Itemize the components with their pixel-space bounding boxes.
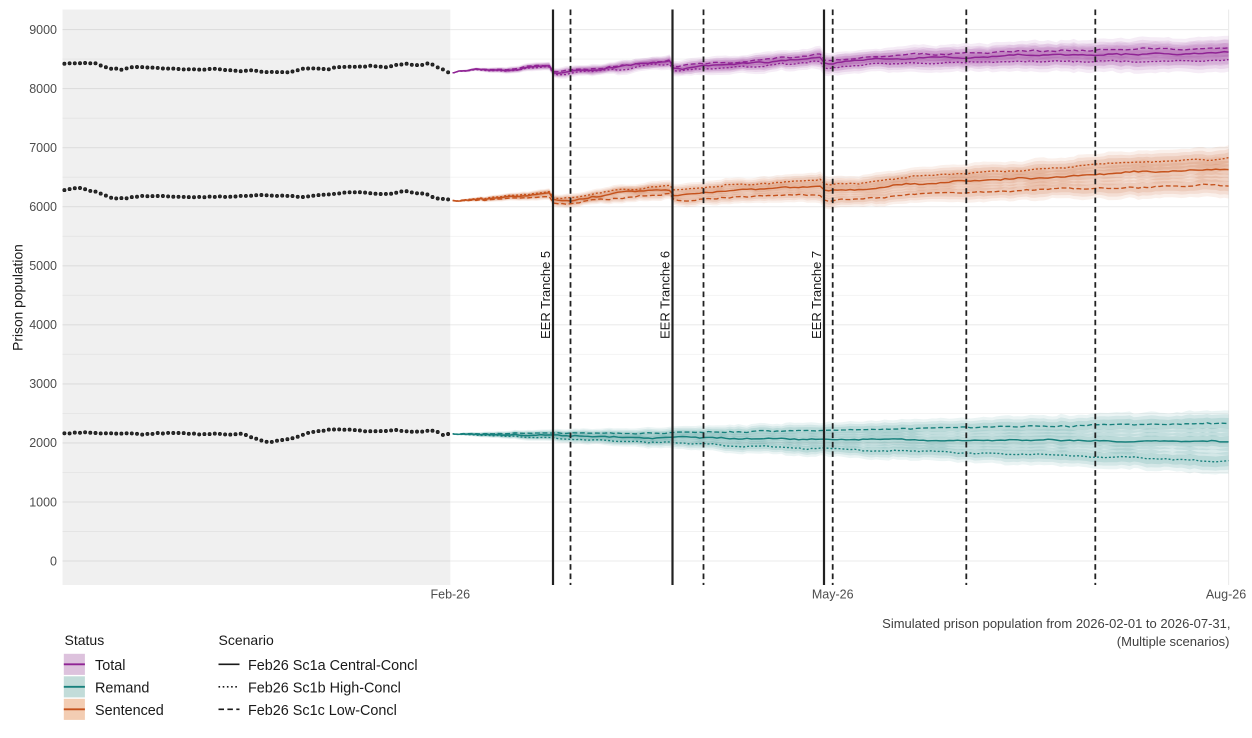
svg-text:4000: 4000 <box>29 318 57 332</box>
svg-text:5000: 5000 <box>29 259 57 273</box>
svg-text:May-26: May-26 <box>812 588 854 602</box>
svg-text:8000: 8000 <box>29 82 57 96</box>
svg-text:0: 0 <box>50 554 57 568</box>
svg-text:2000: 2000 <box>29 436 57 450</box>
svg-text:Feb26 Sc1a Central-Concl: Feb26 Sc1a Central-Concl <box>248 658 418 674</box>
svg-text:6000: 6000 <box>29 200 57 214</box>
svg-text:Feb-26: Feb-26 <box>430 588 470 602</box>
svg-text:9000: 9000 <box>29 23 57 37</box>
svg-text:Status: Status <box>65 632 105 648</box>
svg-text:Feb26 Sc1b High-Concl: Feb26 Sc1b High-Concl <box>248 681 401 697</box>
svg-text:7000: 7000 <box>29 141 57 155</box>
svg-text:3000: 3000 <box>29 377 57 391</box>
svg-text:Scenario: Scenario <box>219 632 274 648</box>
svg-text:Aug-26: Aug-26 <box>1206 588 1246 602</box>
svg-text:EER Tranche 7: EER Tranche 7 <box>809 251 824 339</box>
svg-text:(Multiple scenarios): (Multiple scenarios) <box>1117 634 1230 649</box>
svg-text:Prison population: Prison population <box>11 244 26 351</box>
svg-text:EER Tranche 6: EER Tranche 6 <box>658 251 673 339</box>
svg-text:Total: Total <box>95 658 125 674</box>
svg-text:Simulated prison population fr: Simulated prison population from 2026-02… <box>882 616 1230 631</box>
svg-text:Feb26 Sc1c Low-Concl: Feb26 Sc1c Low-Concl <box>248 703 397 719</box>
svg-text:1000: 1000 <box>29 495 57 509</box>
svg-text:EER Tranche 5: EER Tranche 5 <box>538 251 553 339</box>
svg-text:Remand: Remand <box>95 681 149 697</box>
svg-text:Sentenced: Sentenced <box>95 703 164 719</box>
